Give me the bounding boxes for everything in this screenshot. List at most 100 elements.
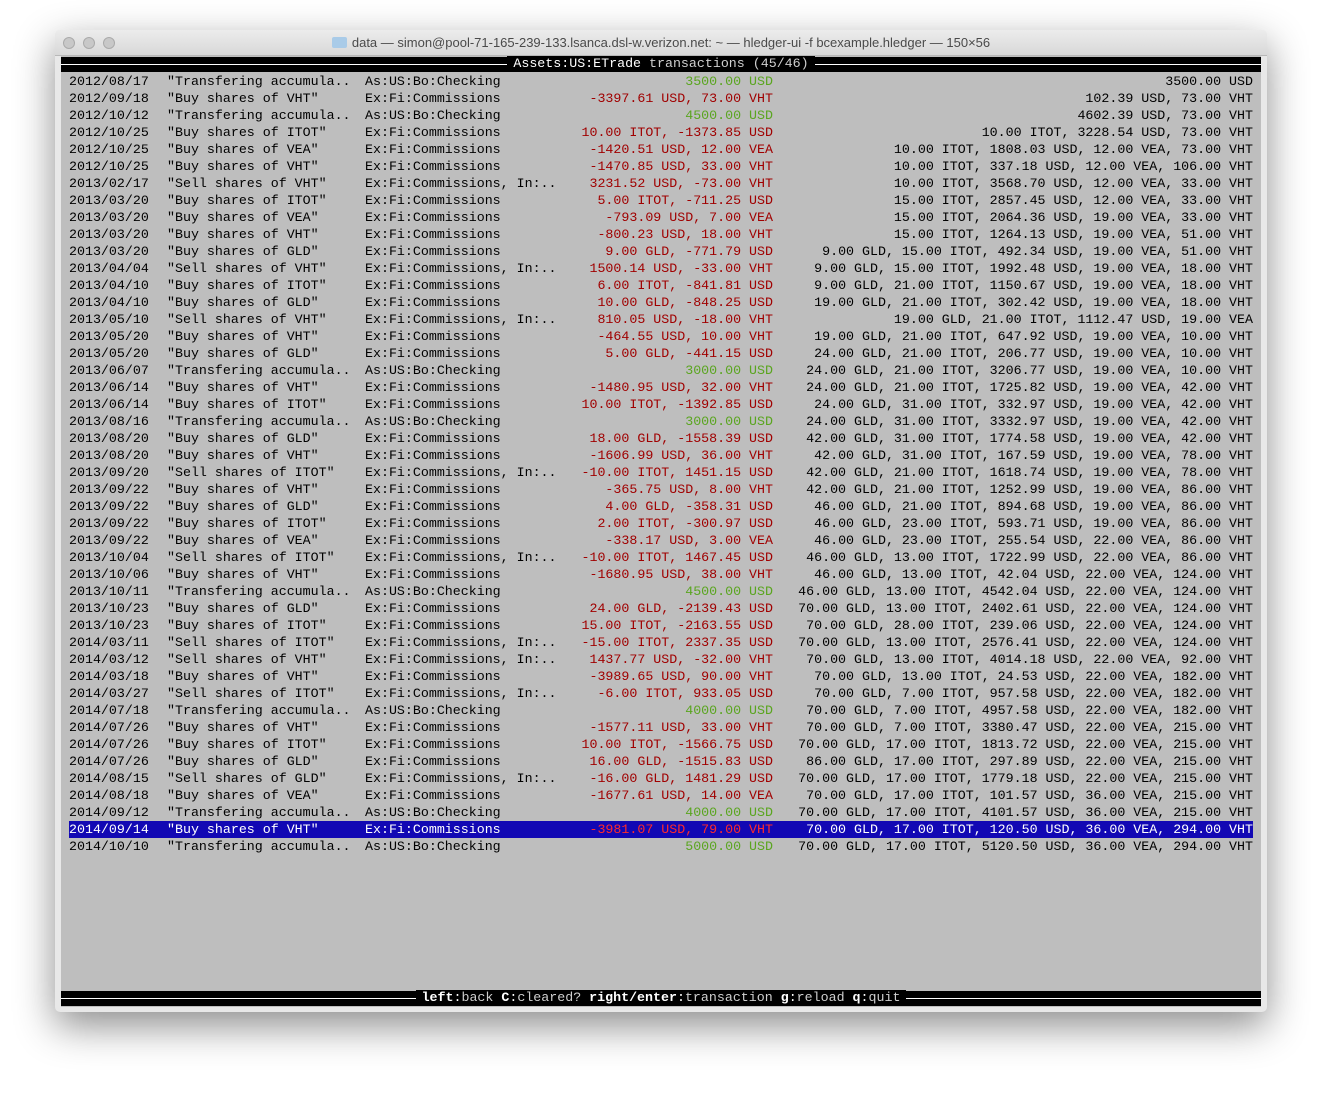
transaction-row[interactable]: 2013/02/17 "Sell shares of VHT" Ex:Fi:Comm… — [69, 175, 1253, 192]
row-balance: 4602.39 USD, 73.00 VHT — [1077, 108, 1253, 123]
transaction-row[interactable]: 2014/03/27 "Sell shares of ITOT" Ex:Fi:Com… — [69, 685, 1253, 702]
minimize-button[interactable] — [83, 37, 95, 49]
transaction-row[interactable]: 2013/05/10 "Sell shares of VHT" Ex:Fi:Comm… — [69, 311, 1253, 328]
transaction-row[interactable]: 2013/08/16 "Transfering accumula.. As:US:B… — [69, 413, 1253, 430]
row-balance: 46.00 GLD, 23.00 ITOT, 593.71 USD, 19.00… — [814, 516, 1253, 531]
transaction-row[interactable]: 2014/03/11 "Sell shares of ITOT" Ex:Fi:Com… — [69, 634, 1253, 651]
row-balance: 15.00 ITOT, 2857.45 USD, 12.00 VEA, 33.0… — [893, 193, 1253, 208]
transaction-row[interactable]: 2013/09/22 "Buy shares of VEA" Ex:Fi:Commi… — [69, 532, 1253, 549]
row-description: "Transfering accumula.. — [167, 74, 351, 89]
row-description: "Buy shares of VHT" — [167, 669, 319, 684]
transaction-row[interactable]: 2013/04/04 "Sell shares of VHT" Ex:Fi:Comm… — [69, 260, 1253, 277]
row-description: "Sell shares of ITOT" — [167, 635, 335, 650]
hledger-ui-screen[interactable]: Assets:US:ETrade transactions (45/46) 20… — [61, 56, 1261, 1007]
transaction-row[interactable]: 2014/10/10 "Transfering accumula.. As:US:B… — [69, 838, 1253, 855]
row-date: 2014/09/14 — [69, 822, 149, 837]
transaction-row[interactable]: 2013/03/20 "Buy shares of ITOT" Ex:Fi:Comm… — [69, 192, 1253, 209]
row-balance: 46.00 GLD, 13.00 ITOT, 42.04 USD, 22.00 … — [814, 567, 1253, 582]
transaction-row[interactable]: 2013/09/20 "Sell shares of ITOT" Ex:Fi:Com… — [69, 464, 1253, 481]
zoom-button[interactable] — [103, 37, 115, 49]
row-date: 2013/03/20 — [69, 193, 149, 208]
row-description: "Buy shares of ITOT" — [167, 618, 327, 633]
transaction-row-selected[interactable]: 2014/09/14 "Buy shares of VHT" Ex:Fi:Commi… — [69, 821, 1253, 838]
transaction-row[interactable]: 2013/03/20 "Buy shares of VHT" Ex:Fi:Commi… — [69, 226, 1253, 243]
transaction-row[interactable]: 2013/09/22 "Buy shares of GLD" Ex:Fi:Commi… — [69, 498, 1253, 515]
transaction-row[interactable]: 2014/03/18 "Buy shares of VHT" Ex:Fi:Commi… — [69, 668, 1253, 685]
row-account: Ex:Fi:Commissions — [365, 618, 501, 633]
row-date: 2014/03/12 — [69, 652, 149, 667]
transaction-row[interactable]: 2014/07/26 "Buy shares of VHT" Ex:Fi:Commi… — [69, 719, 1253, 736]
transaction-row[interactable]: 2013/09/22 "Buy shares of VHT" Ex:Fi:Commi… — [69, 481, 1253, 498]
row-description: "Buy shares of GLD" — [167, 431, 319, 446]
row-balance: 70.00 GLD, 17.00 ITOT, 1779.18 USD, 22.0… — [798, 771, 1253, 786]
transaction-row[interactable]: 2014/07/18 "Transfering accumula.. As:US:B… — [69, 702, 1253, 719]
key-0: left — [421, 990, 454, 1005]
row-description: "Buy shares of GLD" — [167, 754, 319, 769]
row-date: 2013/04/10 — [69, 278, 149, 293]
row-balance: 70.00 GLD, 7.00 ITOT, 3380.47 USD, 22.00… — [806, 720, 1253, 735]
transaction-row[interactable]: 2013/04/10 "Buy shares of ITOT" Ex:Fi:Comm… — [69, 277, 1253, 294]
row-account: Ex:Fi:Commissions — [365, 482, 501, 497]
transaction-row[interactable]: 2012/08/17 "Transfering accumula.. As:US:B… — [69, 73, 1253, 90]
row-amount: 5.00 GLD, -441.15 USD — [605, 346, 773, 361]
row-description: "Buy shares of VHT" — [167, 448, 319, 463]
transaction-row[interactable]: 2013/05/20 "Buy shares of GLD" Ex:Fi:Commi… — [69, 345, 1253, 362]
row-balance: 102.39 USD, 73.00 VHT — [1085, 91, 1253, 106]
transaction-row[interactable]: 2013/03/20 "Buy shares of VEA" Ex:Fi:Commi… — [69, 209, 1253, 226]
row-date: 2012/10/25 — [69, 159, 149, 174]
transaction-row[interactable]: 2013/10/23 "Buy shares of GLD" Ex:Fi:Commi… — [69, 600, 1253, 617]
transaction-row[interactable]: 2014/09/12 "Transfering accumula.. As:US:B… — [69, 804, 1253, 821]
row-amount: -6.00 ITOT, 933.05 USD — [597, 686, 773, 701]
transaction-row[interactable]: 2013/06/07 "Transfering accumula.. As:US:B… — [69, 362, 1253, 379]
row-date: 2013/10/23 — [69, 601, 149, 616]
transaction-row[interactable]: 2013/10/04 "Sell shares of ITOT" Ex:Fi:Com… — [69, 549, 1253, 566]
transaction-row[interactable]: 2014/03/12 "Sell shares of VHT" Ex:Fi:Comm… — [69, 651, 1253, 668]
row-balance: 86.00 GLD, 17.00 ITOT, 297.89 USD, 22.00… — [806, 754, 1253, 769]
row-amount: -338.17 USD, 3.00 VEA — [605, 533, 773, 548]
transaction-row[interactable]: 2014/07/26 "Buy shares of GLD" Ex:Fi:Commi… — [69, 753, 1253, 770]
transaction-row[interactable]: 2013/08/20 "Buy shares of VHT" Ex:Fi:Commi… — [69, 447, 1253, 464]
row-account: Ex:Fi:Commissions, In:.. — [365, 261, 557, 276]
transaction-row[interactable]: 2012/10/25 "Buy shares of ITOT" Ex:Fi:Comm… — [69, 124, 1253, 141]
key-action-1: cleared? — [517, 990, 582, 1005]
key-4: q — [852, 990, 861, 1005]
row-description: "Buy shares of GLD" — [167, 499, 319, 514]
row-date: 2012/10/25 — [69, 125, 149, 140]
row-account: Ex:Fi:Commissions — [365, 499, 501, 514]
row-description: "Sell shares of ITOT" — [167, 465, 335, 480]
transaction-row[interactable]: 2013/10/23 "Buy shares of ITOT" Ex:Fi:Comm… — [69, 617, 1253, 634]
transaction-row[interactable]: 2013/10/06 "Buy shares of VHT" Ex:Fi:Commi… — [69, 566, 1253, 583]
key-action-2: transaction — [684, 990, 773, 1005]
row-balance: 46.00 GLD, 13.00 ITOT, 1722.99 USD, 22.0… — [806, 550, 1253, 565]
transaction-row[interactable]: 2014/08/15 "Sell shares of GLD" Ex:Fi:Comm… — [69, 770, 1253, 787]
transaction-row[interactable]: 2013/06/14 "Buy shares of VHT" Ex:Fi:Commi… — [69, 379, 1253, 396]
transaction-row[interactable]: 2013/06/14 "Buy shares of ITOT" Ex:Fi:Comm… — [69, 396, 1253, 413]
transaction-row[interactable]: 2012/10/12 "Transfering accumula.. As:US:B… — [69, 107, 1253, 124]
row-date: 2013/05/20 — [69, 346, 149, 361]
row-amount: -1470.85 USD, 33.00 VHT — [589, 159, 773, 174]
transaction-row[interactable]: 2014/07/26 "Buy shares of ITOT" Ex:Fi:Comm… — [69, 736, 1253, 753]
row-amount: 3000.00 USD — [685, 363, 773, 378]
transaction-row[interactable]: 2013/08/20 "Buy shares of GLD" Ex:Fi:Commi… — [69, 430, 1253, 447]
transaction-row[interactable]: 2013/10/11 "Transfering accumula.. As:US:B… — [69, 583, 1253, 600]
transaction-row[interactable]: 2013/03/20 "Buy shares of GLD" Ex:Fi:Commi… — [69, 243, 1253, 260]
row-description: "Buy shares of GLD" — [167, 346, 319, 361]
row-date: 2013/10/23 — [69, 618, 149, 633]
transaction-row[interactable]: 2013/04/10 "Buy shares of GLD" Ex:Fi:Commi… — [69, 294, 1253, 311]
transaction-row[interactable]: 2013/09/22 "Buy shares of ITOT" Ex:Fi:Comm… — [69, 515, 1253, 532]
row-balance: 70.00 GLD, 13.00 ITOT, 2576.41 USD, 22.0… — [798, 635, 1253, 650]
transaction-row[interactable]: 2012/09/18 "Buy shares of VHT" Ex:Fi:Commi… — [69, 90, 1253, 107]
row-account: Ex:Fi:Commissions — [365, 669, 501, 684]
row-description: "Sell shares of ITOT" — [167, 686, 335, 701]
title-bar: data — simon@pool-71-165-239-133.lsanca.… — [55, 30, 1267, 56]
transaction-row[interactable]: 2012/10/25 "Buy shares of VHT" Ex:Fi:Commi… — [69, 158, 1253, 175]
transaction-row[interactable]: 2013/05/20 "Buy shares of VHT" Ex:Fi:Commi… — [69, 328, 1253, 345]
row-amount: -10.00 ITOT, 1467.45 USD — [581, 550, 773, 565]
row-description: "Buy shares of GLD" — [167, 244, 319, 259]
row-description: "Buy shares of VHT" — [167, 91, 319, 106]
transaction-row[interactable]: 2014/08/18 "Buy shares of VEA" Ex:Fi:Commi… — [69, 787, 1253, 804]
row-balance: 24.00 GLD, 31.00 ITOT, 3332.97 USD, 19.0… — [806, 414, 1253, 429]
transaction-row[interactable]: 2012/10/25 "Buy shares of VEA" Ex:Fi:Commi… — [69, 141, 1253, 158]
close-button[interactable] — [63, 37, 75, 49]
row-date: 2014/10/10 — [69, 839, 149, 854]
